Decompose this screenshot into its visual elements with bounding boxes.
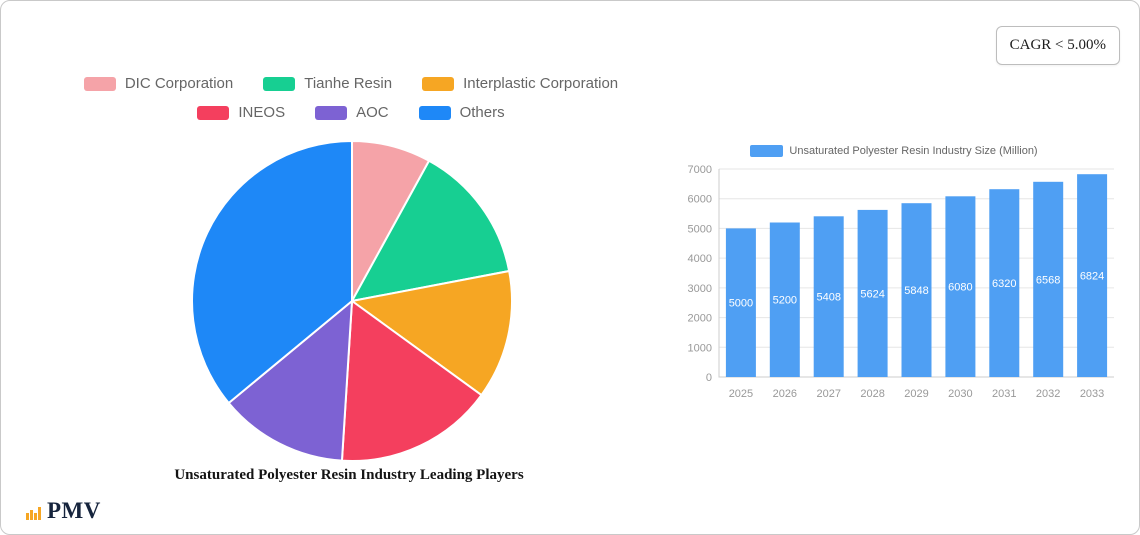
bar-legend-label: Unsaturated Polyester Resin Industry Siz…: [789, 145, 1038, 157]
pie-legend-row: DIC Corporation Tianhe Resin Interplastic …: [31, 75, 671, 92]
legend-item-tianhe-resin[interactable]: Tianhe Resin: [263, 75, 392, 92]
pie-legend-row: INEOS AOC Others: [31, 104, 671, 121]
bar-value-label: 6320: [992, 278, 1016, 290]
cagr-badge: CAGR < 5.00%: [995, 26, 1120, 65]
pmv-logo-icon: [26, 507, 41, 520]
legend-label: INEOS: [238, 104, 286, 121]
bar-2033[interactable]: [1077, 174, 1108, 377]
bar-value-label: 5200: [773, 295, 797, 307]
x-tick-label-2029: 2029: [904, 388, 928, 400]
y-tick-label: 4000: [688, 253, 712, 265]
bar-2030[interactable]: [945, 196, 976, 377]
bar-value-label: 5000: [729, 298, 753, 310]
bar-2027[interactable]: [813, 216, 844, 377]
legend-swatch-tianhe-resin: [263, 76, 296, 91]
legend-label: Interplastic Corporation: [463, 75, 619, 92]
pie-slice-aoc[interactable]: [227, 298, 354, 462]
legend-label: DIC Corporation: [124, 75, 234, 92]
pie-chart: [191, 139, 514, 462]
x-tick-label-2027: 2027: [816, 388, 840, 400]
legend-swatch-interplastic-corporation: [422, 76, 455, 91]
legend-swatch-ineos: [197, 105, 230, 120]
legend-label: Others: [459, 104, 505, 121]
legend-item-dic-corporation[interactable]: DIC Corporation: [83, 75, 234, 92]
bar-value-label: 6824: [1080, 271, 1104, 283]
axes: [718, 169, 1114, 378]
bar-value-label: 6080: [948, 282, 972, 294]
legend-item-aoc[interactable]: AOC: [315, 104, 389, 121]
bar-2028[interactable]: [857, 209, 888, 377]
x-tick-label-2026: 2026: [773, 388, 797, 400]
pie-legend: DIC Corporation Tianhe Resin Interplastic …: [31, 75, 671, 121]
pie-slice-interplastic-corporation[interactable]: [349, 269, 514, 397]
bar-2032[interactable]: [1033, 181, 1064, 377]
bar-chart-legend[interactable]: Unsaturated Polyester Resin Industry Siz…: [669, 145, 1119, 157]
bar-value-label: 5848: [904, 285, 928, 297]
legend-swatch-dic-corporation: [83, 76, 116, 91]
legend-swatch-aoc: [315, 105, 348, 120]
bar-2026[interactable]: [769, 222, 800, 378]
pie-slice-tianhe-resin[interactable]: [350, 159, 511, 303]
legend-label: AOC: [356, 104, 389, 121]
y-tick-label: 7000: [688, 164, 712, 176]
x-tick-label-2032: 2032: [1036, 388, 1060, 400]
legend-label: Tianhe Resin: [304, 75, 393, 92]
y-tick-label: 5000: [688, 223, 712, 235]
pmv-logo: PMV: [25, 499, 101, 522]
x-tick-label-2030: 2030: [948, 388, 972, 400]
pmv-logo-text: PMV: [47, 498, 101, 523]
y-tick-label: 2000: [688, 313, 712, 325]
legend-item-ineos[interactable]: INEOS: [197, 104, 285, 121]
y-tick-label: 6000: [688, 194, 712, 206]
bar-legend-swatch: [750, 145, 784, 157]
x-tick-label-2025: 2025: [729, 388, 753, 400]
legend-swatch-others: [418, 105, 451, 120]
bar-value-label: 6568: [1036, 274, 1060, 286]
bar-chart: 0 1000 2000 3000 4000 5000 6000 7000 5000 2025 520…: [688, 164, 1114, 400]
bar-2029[interactable]: [901, 203, 932, 377]
legend-item-others[interactable]: Others: [418, 104, 505, 121]
bar-value-label: 5408: [816, 292, 840, 304]
x-tick-label-2033: 2033: [1080, 388, 1104, 400]
y-tick-label: 1000: [688, 342, 712, 354]
pie-slice-others[interactable]: [191, 139, 353, 405]
bar-chart-panel: Unsaturated Polyester Resin Industry Siz…: [669, 145, 1119, 414]
bar-2025[interactable]: [725, 228, 756, 377]
x-tick-label-2031: 2031: [992, 388, 1016, 400]
pie-chart-title: Unsaturated Polyester Resin Industry Lea…: [174, 467, 524, 483]
bar-2031[interactable]: [989, 189, 1020, 377]
legend-item-interplastic-corporation[interactable]: Interplastic Corporation: [422, 75, 618, 92]
y-tick-label: 0: [706, 372, 712, 384]
x-tick-label-2028: 2028: [860, 388, 884, 400]
y-tick-label: 3000: [688, 283, 712, 295]
pie-slice-ineos[interactable]: [340, 299, 483, 462]
bar-value-label: 5624: [860, 288, 884, 300]
